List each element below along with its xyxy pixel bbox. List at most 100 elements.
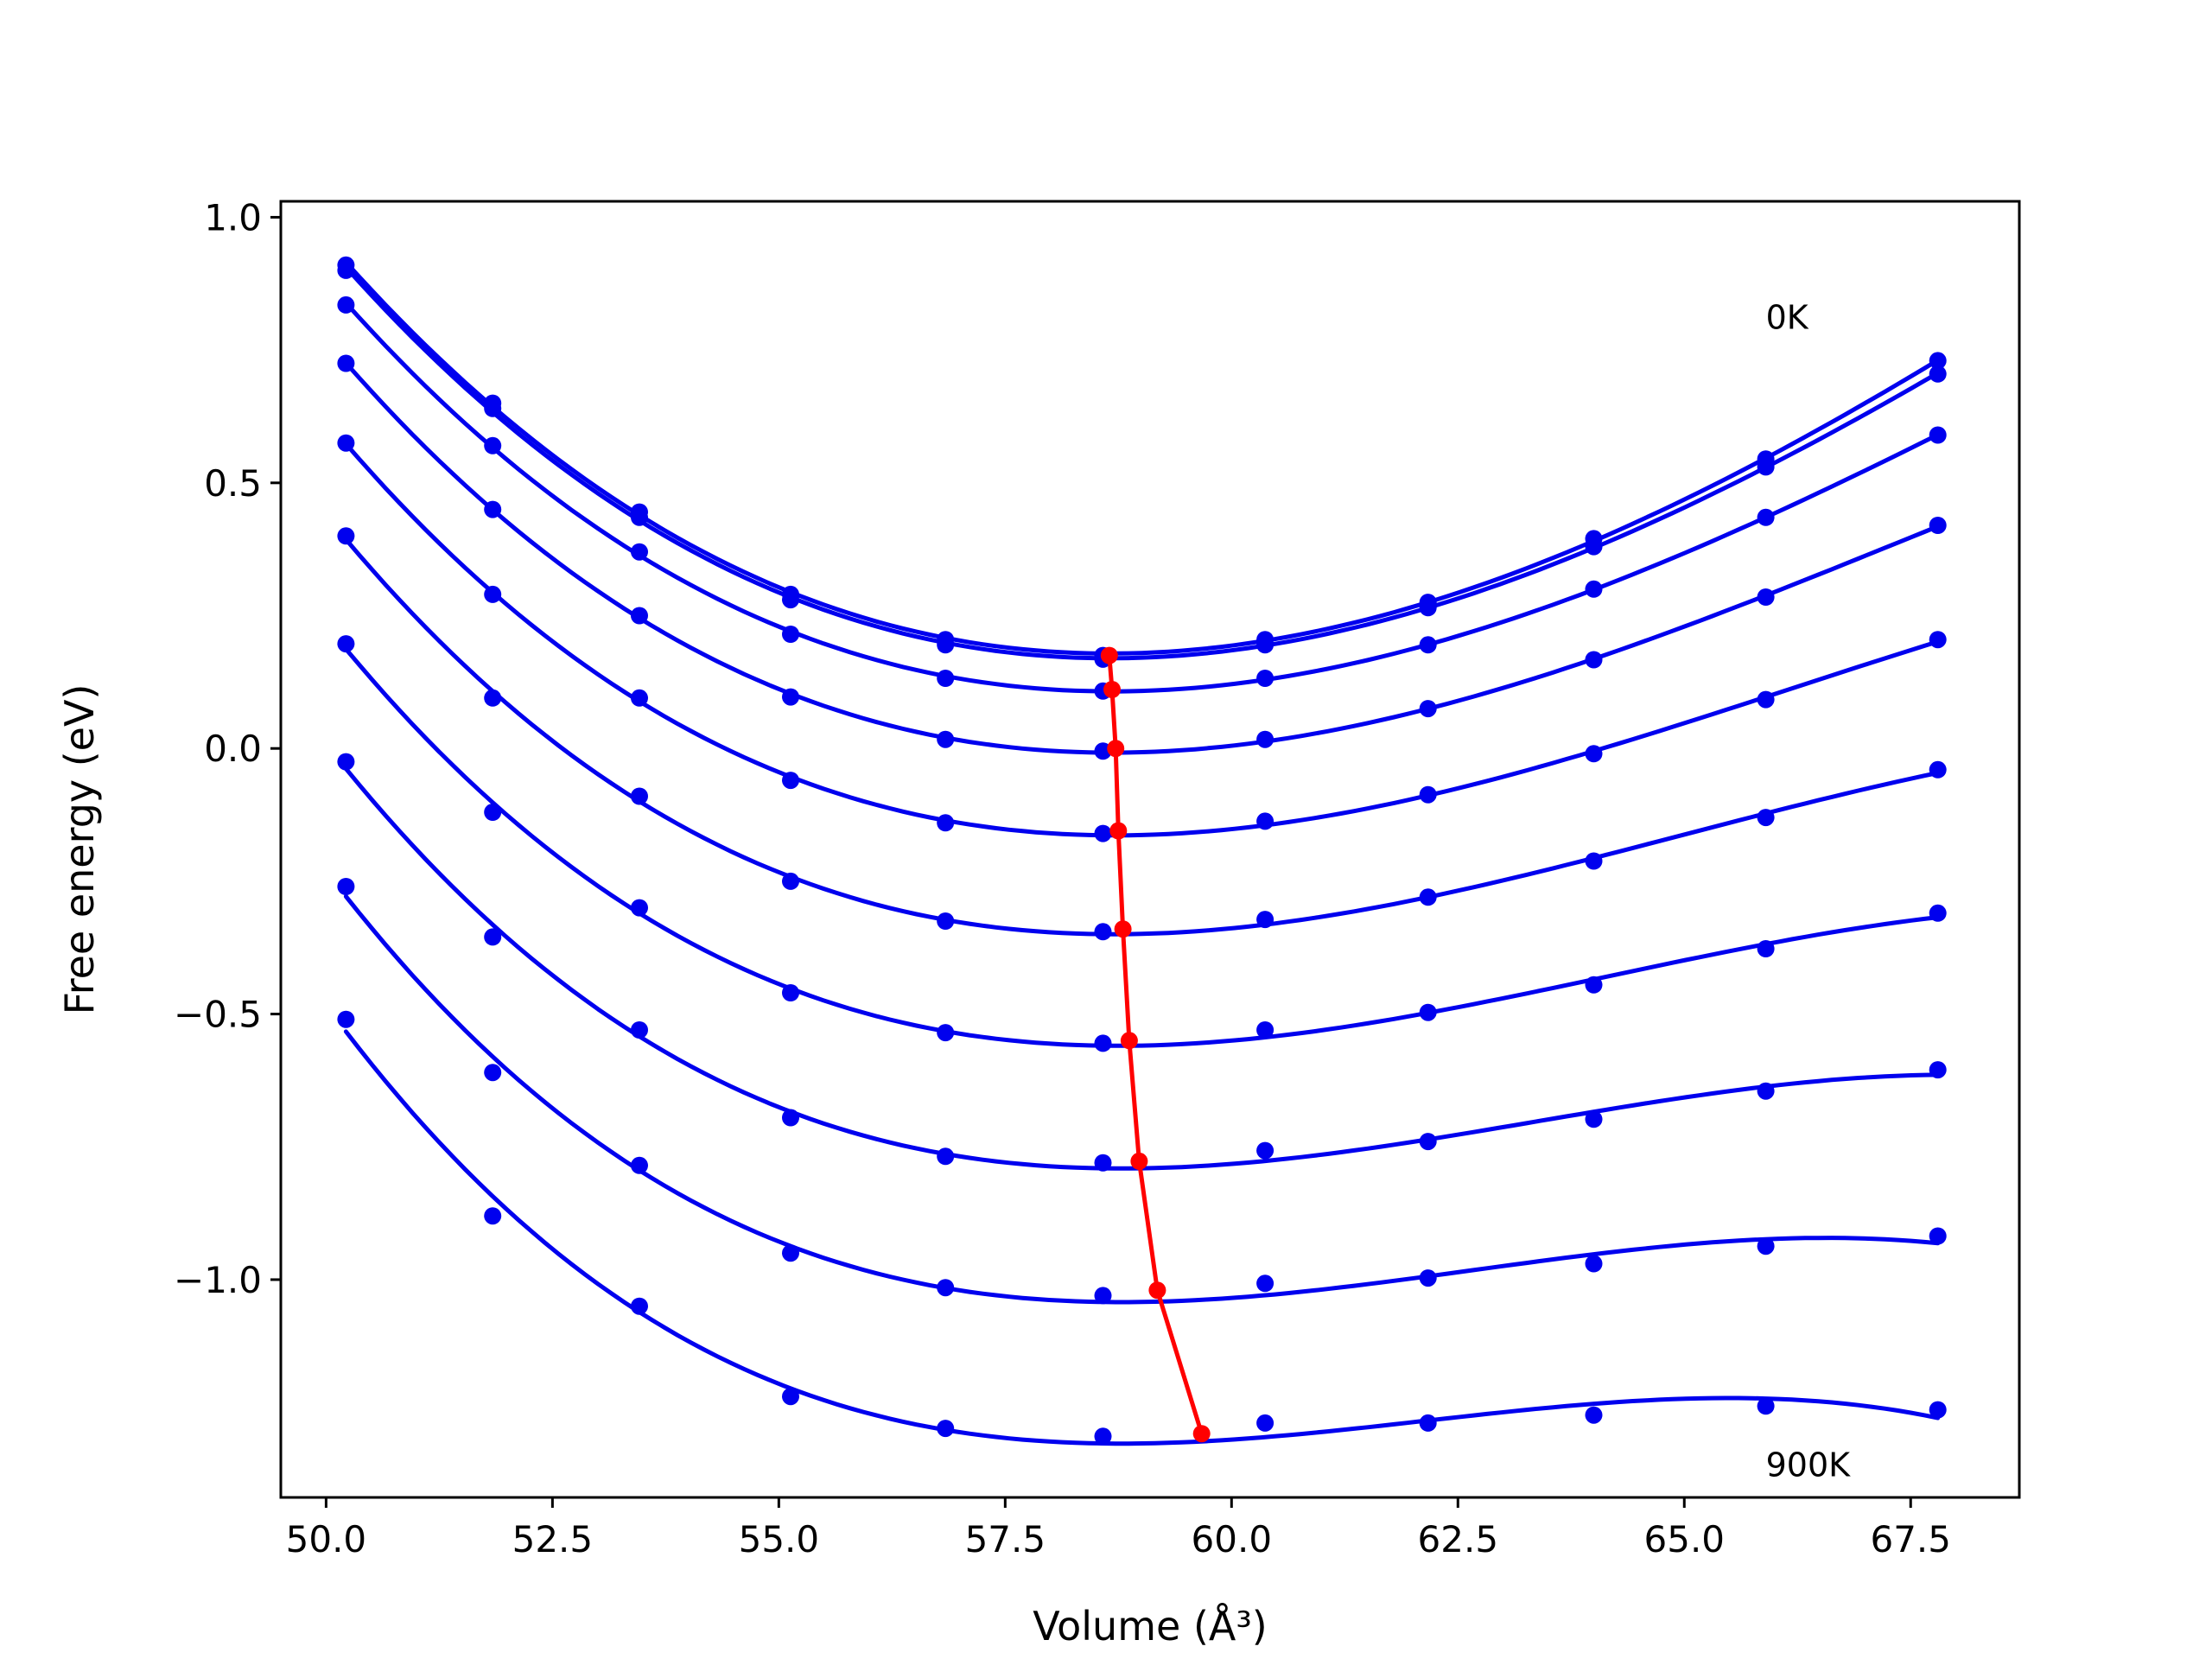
isotherm-point xyxy=(1419,700,1437,718)
isotherm-point xyxy=(337,296,355,314)
isotherm-point xyxy=(1929,631,1947,649)
isotherm-point xyxy=(1094,1034,1112,1052)
isotherm-curve-1 xyxy=(343,265,1941,661)
x-tick-label: 65.0 xyxy=(1644,1518,1726,1560)
isotherm-point xyxy=(1757,1397,1775,1415)
isotherm-point xyxy=(1757,940,1775,957)
isotherm-point xyxy=(1585,1110,1603,1128)
isotherm-curves xyxy=(343,260,1941,1446)
y-tick-label: 1.0 xyxy=(204,196,262,238)
isotherm-curve-5 xyxy=(343,537,1941,937)
isotherm-point xyxy=(337,753,355,771)
minimum-path-point xyxy=(1120,1032,1138,1050)
isotherm-point xyxy=(1419,1133,1437,1151)
isotherm-point xyxy=(631,689,648,707)
temperature-annotation: 0K xyxy=(1766,299,1809,337)
isotherm-point xyxy=(1929,1401,1947,1419)
isotherm-curve-0 xyxy=(343,260,1941,656)
isotherm-curve-8 xyxy=(343,894,1941,1305)
x-tick-label: 62.5 xyxy=(1418,1518,1499,1560)
isotherm-point xyxy=(1585,1406,1603,1424)
x-tick-label: 67.5 xyxy=(1870,1518,1951,1560)
isotherm-point xyxy=(337,434,355,452)
isotherm-point xyxy=(484,500,502,518)
isotherm-point xyxy=(1094,1154,1112,1172)
isotherm-point xyxy=(1929,365,1947,383)
isotherm-point xyxy=(937,814,955,832)
isotherm-point xyxy=(1585,976,1603,994)
y-axis-label: Free energy (eV) xyxy=(56,684,103,1015)
minimum-path-point xyxy=(1130,1152,1148,1170)
isotherm-point xyxy=(1929,426,1947,444)
isotherm-point xyxy=(631,1297,648,1315)
isotherm-point xyxy=(1419,636,1437,654)
isotherm-point xyxy=(484,689,502,707)
temperature-annotation: 900K xyxy=(1766,1446,1852,1484)
isotherm-point xyxy=(782,872,799,890)
y-tick-label: 0.0 xyxy=(204,728,262,770)
isotherm-point xyxy=(937,636,955,654)
isotherm-point xyxy=(782,1388,799,1406)
isotherm-point xyxy=(1256,1021,1274,1039)
minimum-path-point xyxy=(1107,740,1125,758)
isotherm-point xyxy=(1757,588,1775,606)
isotherm-point xyxy=(1929,1061,1947,1079)
isotherm-point xyxy=(337,261,355,279)
isotherm-point xyxy=(631,508,648,526)
isotherm-point xyxy=(782,984,799,1001)
isotherm-point xyxy=(631,1021,648,1039)
x-tick-label: 52.5 xyxy=(512,1518,594,1560)
isotherm-point xyxy=(484,804,502,821)
x-tick-label: 60.0 xyxy=(1192,1518,1273,1560)
minimum-path-point xyxy=(1148,1281,1166,1300)
isotherm-point xyxy=(937,670,955,687)
isotherm-point xyxy=(631,1156,648,1174)
isotherm-point xyxy=(782,626,799,643)
isotherm-point xyxy=(631,787,648,805)
isotherm-point xyxy=(484,928,502,946)
minimum-path-point xyxy=(1114,920,1132,938)
minimum-energy-path xyxy=(1100,646,1211,1443)
x-axis-ticks: 50.0 52.5 55.0 57.5 60.0 62.5 65.0 67.5 xyxy=(286,1497,1951,1560)
isotherm-point xyxy=(1419,785,1437,804)
isotherm-point xyxy=(1094,824,1112,842)
isotherm-point xyxy=(1256,1414,1274,1432)
isotherm-point xyxy=(1256,1274,1274,1293)
isotherm-point xyxy=(937,1147,955,1166)
isotherm-point xyxy=(337,354,355,372)
isotherm-point xyxy=(782,688,799,706)
isotherm-curve-2 xyxy=(343,301,1941,694)
isotherm-point xyxy=(1256,911,1274,929)
isotherm-point xyxy=(1585,580,1603,598)
isotherm-point xyxy=(1094,1287,1112,1305)
minimum-path-point xyxy=(1103,681,1121,698)
isotherm-point xyxy=(1094,923,1112,941)
annotations: 0K 900K xyxy=(1766,299,1852,1484)
isotherm-point xyxy=(1757,809,1775,827)
x-tick-label: 50.0 xyxy=(286,1518,367,1560)
minimum-path-point xyxy=(1192,1425,1211,1443)
y-tick-label: 0.5 xyxy=(204,462,262,505)
isotherm-point xyxy=(1256,1141,1274,1160)
isotherm-point xyxy=(782,1109,799,1127)
isotherm-point xyxy=(937,1024,955,1042)
isotherm-point xyxy=(937,912,955,930)
isotherm-point xyxy=(631,607,648,625)
isotherm-point xyxy=(337,1010,355,1028)
isotherm-point xyxy=(937,730,955,748)
isotherm-point xyxy=(1585,537,1603,556)
isotherm-point xyxy=(937,1279,955,1297)
isotherm-point xyxy=(1757,690,1775,709)
isotherm-point xyxy=(1929,352,1947,370)
isotherm-point xyxy=(1757,458,1775,476)
isotherm-point xyxy=(1256,636,1274,654)
isotherm-point xyxy=(484,436,502,454)
isotherm-point xyxy=(782,591,799,609)
isotherm-point xyxy=(1094,1427,1112,1446)
isotherm-point xyxy=(937,1420,955,1438)
y-tick-label: −0.5 xyxy=(174,994,262,1036)
isotherm-point xyxy=(337,635,355,653)
isotherm-curve-4 xyxy=(343,442,1941,838)
isotherm-point xyxy=(1929,1227,1947,1245)
isotherm-point xyxy=(1419,1269,1437,1287)
